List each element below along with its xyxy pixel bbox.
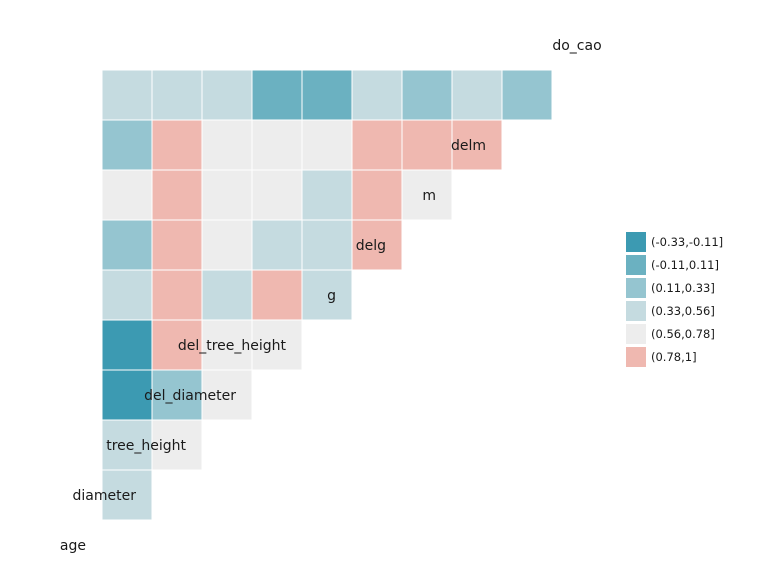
variable-labels: age diameter tree_height del_diameter del_tr… xyxy=(60,38,602,554)
heatmap-cell-delm-m xyxy=(451,119,503,171)
heatmap-cell-delg-age xyxy=(101,219,153,271)
heatmap-cell-g-tree_height xyxy=(201,269,253,321)
heatmap-cell-delm-diameter xyxy=(151,119,203,171)
heatmap-cell-m-age xyxy=(101,169,153,221)
heatmap-cell-delg-del_tree_height xyxy=(301,219,353,271)
legend-label-4: (0.56,0.78] xyxy=(651,327,715,341)
legend-swatch-2 xyxy=(626,278,646,298)
heatmap-cells xyxy=(101,69,553,521)
variable-label-tree_height: tree_height xyxy=(106,438,186,454)
heatmap-cell-delg-g xyxy=(351,219,403,271)
heatmap-cell-do_cao-tree_height xyxy=(201,69,253,121)
variable-label-delm: delm xyxy=(451,138,486,154)
heatmap-cell-delg-del_diameter xyxy=(251,219,303,271)
heatmap-cell-delm-age xyxy=(101,119,153,171)
heatmap-cell-del_diameter-diameter xyxy=(151,369,203,421)
heatmap-cell-do_cao-del_tree_height xyxy=(301,69,353,121)
heatmap-cell-g-del_tree_height xyxy=(301,269,353,321)
heatmap-cell-do_cao-m xyxy=(451,69,503,121)
heatmap-cell-do_cao-del_diameter xyxy=(251,69,303,121)
heatmap-cell-del_diameter-tree_height xyxy=(201,369,253,421)
heatmap-cell-delm-del_tree_height xyxy=(301,119,353,171)
heatmap-cell-do_cao-diameter xyxy=(151,69,203,121)
variable-label-do_cao: do_cao xyxy=(552,38,601,54)
heatmap-cell-delg-diameter xyxy=(151,219,203,271)
legend-label-5: (0.78,1] xyxy=(651,350,697,364)
heatmap-cell-m-tree_height xyxy=(201,169,253,221)
heatmap-cell-m-diameter xyxy=(151,169,203,221)
heatmap-cell-delm-delg xyxy=(401,119,453,171)
heatmap-cell-delm-del_diameter xyxy=(251,119,303,171)
heatmap-cell-do_cao-delg xyxy=(401,69,453,121)
legend-swatch-5 xyxy=(626,347,646,367)
legend: (-0.33,-0.11] (-0.11,0.11] (0.11,0.33] (0.3… xyxy=(626,232,723,367)
heatmap-cell-delm-g xyxy=(351,119,403,171)
variable-label-age: age xyxy=(60,538,86,554)
heatmap-cell-del_tree_height-diameter xyxy=(151,319,203,371)
heatmap-cell-do_cao-delm xyxy=(501,69,553,121)
legend-swatch-1 xyxy=(626,255,646,275)
heatmap-cell-m-g xyxy=(351,169,403,221)
legend-label-0: (-0.33,-0.11] xyxy=(651,235,723,249)
legend-label-1: (-0.11,0.11] xyxy=(651,258,719,272)
heatmap-cell-do_cao-g xyxy=(351,69,403,121)
heatmap-cell-delg-tree_height xyxy=(201,219,253,271)
variable-label-m: m xyxy=(422,188,436,204)
heatmap-cell-m-del_diameter xyxy=(251,169,303,221)
heatmap-cell-del_tree_height-age xyxy=(101,319,153,371)
variable-label-g: g xyxy=(327,288,336,304)
heatmap-cell-del_tree_height-del_diameter xyxy=(251,319,303,371)
variable-label-diameter: diameter xyxy=(73,488,137,504)
heatmap-cell-g-age xyxy=(101,269,153,321)
heatmap-cell-g-del_diameter xyxy=(251,269,303,321)
heatmap-cell-del_tree_height-tree_height xyxy=(201,319,253,371)
variable-label-del_diameter: del_diameter xyxy=(144,388,236,404)
legend-label-2: (0.11,0.33] xyxy=(651,281,715,295)
variable-label-delg: delg xyxy=(356,238,386,254)
heatmap-cell-m-delg xyxy=(401,169,453,221)
heatmap-cell-m-del_tree_height xyxy=(301,169,353,221)
variable-label-del_tree_height: del_tree_height xyxy=(178,338,287,354)
heatmap-cell-delm-tree_height xyxy=(201,119,253,171)
legend-swatch-4 xyxy=(626,324,646,344)
legend-swatch-3 xyxy=(626,301,646,321)
heatmap-cell-tree_height-age xyxy=(101,419,153,471)
heatmap-cell-g-diameter xyxy=(151,269,203,321)
legend-swatch-0 xyxy=(626,232,646,252)
legend-label-3: (0.33,0.56] xyxy=(651,304,715,318)
heatmap-cell-do_cao-age xyxy=(101,69,153,121)
heatmap-cell-diameter-age xyxy=(101,469,153,521)
